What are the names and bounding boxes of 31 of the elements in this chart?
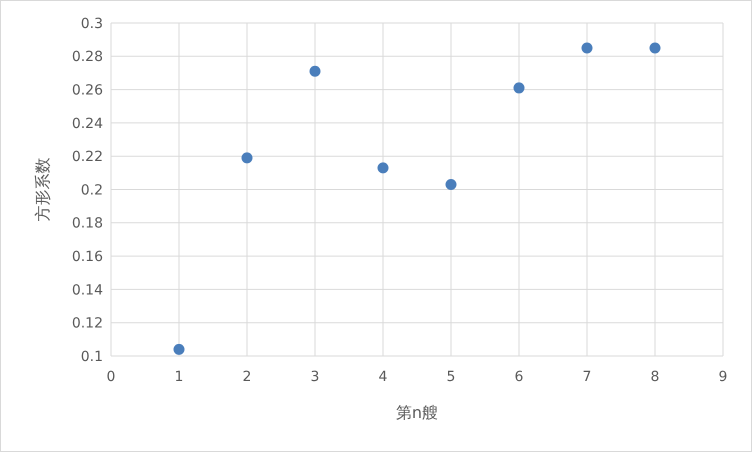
y-tick-label: 0.26: [72, 82, 104, 98]
point: [446, 179, 456, 190]
point: [582, 42, 592, 54]
y-tick-label: 0.24: [72, 116, 104, 132]
point: [650, 42, 660, 54]
y-tick-label: 0.12: [72, 316, 103, 332]
y-tick-label: 0.22: [72, 149, 103, 166]
point: [242, 152, 252, 164]
y-tick-label: 0.16: [72, 249, 104, 265]
point: [378, 162, 388, 174]
x-tick-label: 1: [174, 369, 184, 385]
x-tick-label: 8: [650, 369, 660, 385]
x-tick-label: 3: [310, 369, 320, 385]
y-tick-label: 0.28: [72, 49, 103, 66]
y-axis-title: 方形系数: [33, 158, 52, 222]
y-tick-label: 0.1: [80, 348, 103, 365]
x-tick-label: 9: [718, 369, 728, 385]
x-tick-label: 6: [514, 369, 524, 385]
x-tick-label: 0: [106, 369, 116, 385]
y-tick-label: 0.14: [72, 282, 104, 298]
y-tick-label: 0.18: [72, 216, 103, 232]
x-tick-label: 5: [446, 369, 456, 385]
x-tick-label: 2: [242, 369, 252, 385]
point: [310, 66, 320, 77]
point: [174, 344, 184, 355]
y-tick-label: 0.2: [80, 182, 103, 198]
x-tick-label: 4: [378, 369, 388, 385]
point: [514, 82, 524, 94]
y-tick-label: 0.3: [80, 16, 103, 32]
x-axis-title: 第n艘: [396, 403, 438, 422]
x-tick-label: 7: [582, 369, 592, 385]
